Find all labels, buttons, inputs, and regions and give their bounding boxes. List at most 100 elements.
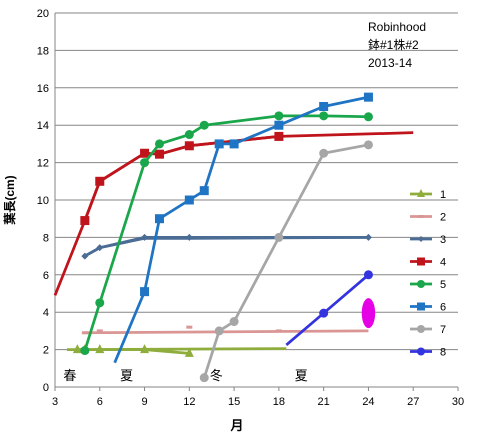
- data-point: [199, 120, 209, 130]
- legend-label: 8: [440, 347, 446, 359]
- data-point: [185, 233, 193, 241]
- series-line: [202, 143, 369, 379]
- series-line: [322, 273, 370, 315]
- data-point: [184, 141, 194, 151]
- data-point: [95, 344, 105, 354]
- data-point: [80, 346, 90, 356]
- season-label: 春: [63, 368, 76, 383]
- data-point: [140, 287, 150, 297]
- x-tick-label: 6: [97, 396, 103, 408]
- data-point: [274, 131, 284, 141]
- season-labels: 春夏冬夏: [63, 368, 307, 383]
- legend-label: 3: [440, 234, 446, 246]
- x-tick-label: 9: [141, 396, 147, 408]
- data-point: [141, 233, 149, 241]
- y-axis-label: 葉長(cm): [2, 175, 17, 225]
- x-tick-label: 15: [228, 396, 240, 408]
- data-point: [96, 329, 103, 333]
- data-point: [319, 148, 329, 158]
- series-group: [53, 92, 414, 383]
- data-point: [96, 244, 104, 252]
- data-point: [184, 130, 194, 140]
- series-trend-line: [113, 291, 146, 364]
- y-tick-label: 14: [37, 120, 49, 132]
- data-point: [363, 112, 373, 122]
- data-point: [364, 233, 372, 241]
- data-point: [417, 347, 425, 356]
- y-tick-label: 18: [37, 45, 49, 57]
- x-axis-label: 月: [229, 418, 243, 433]
- series-trend-line: [84, 329, 369, 335]
- data-point: [418, 236, 424, 242]
- y-tick-label: 10: [37, 195, 49, 207]
- legend-label: 7: [440, 324, 446, 336]
- x-tick-label: 12: [183, 396, 195, 408]
- data-point: [363, 92, 373, 102]
- data-point: [229, 317, 239, 327]
- y-tick-label: 20: [37, 8, 49, 20]
- data-point: [319, 102, 329, 111]
- y-tick-label: 8: [43, 232, 49, 244]
- legend-label: 5: [440, 279, 446, 291]
- legend-item-6: 6: [410, 302, 446, 314]
- data-point: [363, 140, 373, 150]
- data-point: [274, 120, 284, 130]
- data-point: [319, 308, 329, 318]
- y-tick-label: 12: [37, 158, 49, 170]
- data-point: [417, 325, 425, 333]
- data-point: [274, 111, 284, 121]
- series-8: [285, 270, 373, 346]
- data-point: [199, 373, 209, 383]
- y-tick-label: 6: [43, 270, 49, 282]
- series-7: [199, 140, 373, 383]
- data-point: [72, 344, 82, 354]
- data-point: [229, 139, 239, 149]
- data-point: [363, 270, 373, 280]
- legend: 1 2 3 4 5 6 7 8: [410, 189, 446, 359]
- data-point: [199, 186, 209, 196]
- legend-label: 4: [440, 257, 446, 269]
- x-tick-label: 18: [273, 396, 285, 408]
- season-label: 夏: [120, 368, 133, 383]
- data-point: [417, 257, 425, 266]
- series-6: [113, 92, 373, 364]
- legend-label: 6: [440, 302, 446, 314]
- x-tick-label: 21: [318, 396, 330, 408]
- legend-item-7: 7: [410, 324, 446, 336]
- legend-item-1: 1: [410, 189, 446, 201]
- y-tick-label: 4: [43, 307, 49, 319]
- season-label: 冬: [210, 368, 223, 383]
- series-2: [81, 325, 369, 335]
- data-point: [417, 189, 425, 197]
- legend-item-3: 3: [410, 234, 446, 246]
- highlight-ellipse: [361, 298, 376, 329]
- x-tick-label: 30: [452, 396, 464, 408]
- data-point: [417, 280, 425, 288]
- gridlines: [55, 12, 458, 351]
- data-point: [81, 252, 89, 260]
- legend-item-8: 8: [410, 347, 446, 359]
- series-3: [81, 233, 372, 260]
- series-5: [80, 111, 373, 356]
- data-point: [80, 216, 90, 226]
- annotations: [361, 298, 376, 329]
- data-point: [186, 325, 193, 329]
- data-point: [418, 215, 424, 218]
- data-point: [140, 148, 150, 158]
- series-trend-line: [285, 312, 325, 346]
- data-point: [184, 347, 194, 357]
- y-tick-labels: 0 2 4 6 8 10 12 14 16 18 20: [37, 8, 49, 394]
- data-point: [154, 214, 164, 224]
- x-tick-label: 27: [407, 396, 419, 408]
- axes: [54, 13, 459, 391]
- y-tick-label: 0: [43, 382, 49, 394]
- data-point: [214, 139, 224, 149]
- season-label: 夏: [295, 368, 308, 383]
- data-point: [95, 298, 105, 308]
- data-point: [184, 195, 194, 205]
- data-point: [154, 139, 164, 149]
- data-point: [319, 111, 329, 121]
- x-tick-label: 24: [362, 396, 374, 408]
